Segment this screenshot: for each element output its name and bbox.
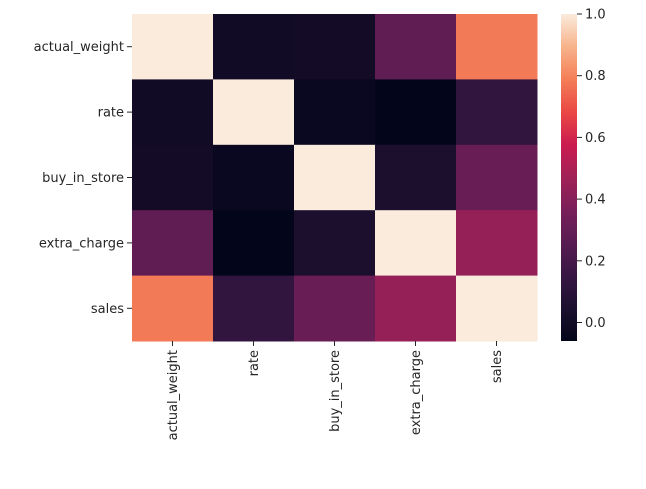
heatmap-cell-actual_weight-extra_charge — [375, 14, 457, 80]
colorbar: 0.0 0.2 0.4 0.6 0.8 1.0 — [561, 8, 606, 341]
heatmap-cell-buy_in_store-extra_charge — [375, 144, 457, 211]
heatmap-cell-buy_in_store-buy_in_store — [294, 144, 376, 211]
heatmap-cell-extra_charge-extra_charge — [375, 210, 457, 277]
x-tick-label: buy_in_store — [328, 350, 343, 432]
colorbar-tick-label: 0.0 — [585, 316, 606, 331]
y-tick-label: buy_in_store — [42, 171, 124, 186]
heatmap-cell-extra_charge-buy_in_store — [294, 210, 376, 277]
heatmap-cell-actual_weight-sales — [456, 14, 538, 80]
heatmap-cell-sales-extra_charge — [375, 275, 457, 342]
x-tick-label: rate — [247, 350, 262, 376]
x-tick-label: sales — [490, 350, 505, 383]
y-tick-label: rate — [98, 106, 124, 121]
heatmap-cell-sales-actual_weight — [132, 275, 214, 342]
heatmap-cell-extra_charge-actual_weight — [132, 210, 214, 277]
heatmap-cell-buy_in_store-actual_weight — [132, 144, 214, 211]
heatmap-cell-rate-actual_weight — [132, 79, 214, 146]
y-tick-label: extra_charge — [39, 236, 124, 251]
y-tick-label: actual_weight — [34, 40, 124, 55]
heatmap-cell-sales-sales — [456, 275, 538, 342]
heatmap-cell-extra_charge-rate — [213, 210, 295, 277]
heatmap-cell-rate-extra_charge — [375, 79, 457, 146]
colorbar-tick-label: 0.8 — [585, 69, 606, 84]
colorbar-tick-label: 0.2 — [585, 254, 606, 269]
heatmap-cell-rate-sales — [456, 79, 538, 146]
heatmap-cell-extra_charge-sales — [456, 210, 538, 277]
heatmap-cell-actual_weight-rate — [213, 14, 295, 80]
heatmap-cell-actual_weight-actual_weight — [132, 14, 214, 80]
heatmap-cells — [132, 14, 538, 342]
heatmap-cell-rate-rate — [213, 79, 295, 146]
colorbar-tick-label: 0.6 — [585, 131, 606, 146]
y-tick-label: sales — [91, 302, 124, 317]
heatmap-cell-sales-buy_in_store — [294, 275, 376, 342]
heatmap-cell-buy_in_store-rate — [213, 144, 295, 211]
heatmap-cell-sales-rate — [213, 275, 295, 342]
x-axis: actual_weight rate buy_in_store extra_charg… — [166, 341, 505, 440]
colorbar-tick-label: 1.0 — [585, 8, 606, 23]
heatmap-cell-rate-buy_in_store — [294, 79, 376, 146]
colorbar-gradient — [561, 14, 577, 341]
x-tick-label: actual_weight — [166, 350, 181, 440]
heatmap-cell-actual_weight-buy_in_store — [294, 14, 376, 80]
x-tick-label: extra_charge — [409, 350, 424, 435]
heatmap-cell-buy_in_store-sales — [456, 144, 538, 211]
colorbar-tick-label: 0.4 — [585, 193, 606, 208]
